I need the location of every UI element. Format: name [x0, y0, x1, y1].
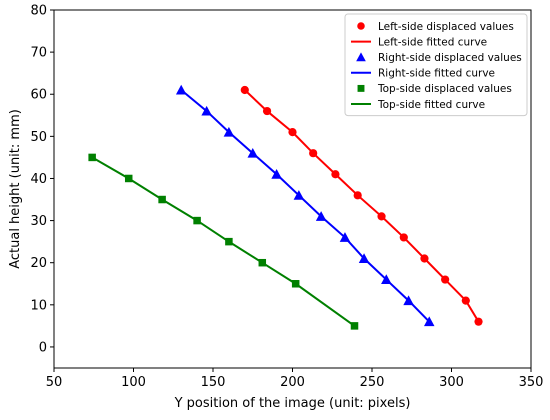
- plot-area: [88, 84, 483, 330]
- data-point: [158, 195, 166, 204]
- x-tick-label: 50: [46, 375, 63, 390]
- legend-item: Top-side displaced values: [357, 83, 512, 95]
- data-point: [271, 169, 282, 179]
- x-axis: 50 100 150 200 250 300 350: [46, 368, 544, 390]
- data-point: [315, 211, 327, 221]
- data-point: [88, 153, 96, 162]
- data-point: [293, 190, 305, 200]
- data-point: [441, 275, 450, 284]
- y-axis: 0 10 20 30 40 50 60 70 80: [30, 4, 54, 355]
- x-tick-label: 150: [201, 375, 226, 390]
- data-point: [358, 253, 370, 263]
- legend-label: Left-side displaced values: [378, 21, 514, 33]
- y-tick-label: 80: [30, 4, 47, 19]
- x-axis-label: Y position of the image (unit: pixels): [174, 396, 411, 411]
- x-tick-label: 200: [280, 375, 305, 390]
- legend-label: Right-side displaced values: [378, 52, 522, 64]
- legend-marker-swatch: [357, 84, 365, 92]
- data-point: [399, 233, 408, 242]
- data-point: [291, 280, 300, 288]
- legend-item: Right-side fitted curve: [351, 68, 495, 80]
- data-point: [353, 191, 362, 200]
- series-line: [180, 89, 430, 323]
- data-point: [474, 317, 483, 326]
- legend-label: Top-side displaced values: [377, 83, 512, 95]
- data-point: [339, 232, 351, 242]
- data-point: [262, 106, 272, 116]
- legend-item: Left-side displaced values: [357, 21, 514, 33]
- data-point: [258, 258, 267, 267]
- x-tick-label: 350: [519, 375, 544, 390]
- series-line: [244, 89, 480, 323]
- data-point: [350, 322, 359, 330]
- data-point: [331, 170, 340, 179]
- legend-label: Left-side fitted curve: [378, 36, 487, 48]
- legend-item: Left-side fitted curve: [351, 36, 487, 48]
- data-point: [193, 216, 201, 225]
- y-tick-label: 0: [39, 340, 47, 355]
- y-tick-label: 70: [30, 46, 47, 61]
- data-point: [377, 212, 386, 221]
- legend-marker-swatch: [357, 22, 365, 30]
- legend-item: Top-side fitted curve: [351, 99, 485, 111]
- legend-item: Right-side displaced values: [356, 52, 522, 64]
- x-tick-label: 250: [360, 375, 385, 390]
- data-point: [420, 254, 429, 263]
- data-point: [309, 149, 318, 158]
- y-tick-label: 50: [30, 130, 47, 145]
- legend: Left-side displaced values Left-side fitt…: [344, 13, 528, 117]
- y-tick-label: 60: [30, 88, 47, 103]
- series-line: [91, 156, 356, 327]
- data-point: [381, 274, 392, 285]
- y-tick-label: 40: [30, 172, 47, 187]
- legend-label: Right-side fitted curve: [378, 68, 495, 80]
- data-point: [240, 85, 249, 95]
- data-point: [223, 126, 235, 137]
- data-point: [403, 295, 414, 306]
- data-point: [247, 147, 258, 158]
- legend-label: Top-side fitted curve: [377, 99, 485, 111]
- y-tick-label: 30: [30, 214, 47, 229]
- x-tick-label: 100: [121, 375, 146, 390]
- y-axis-label: Actual height (unit: mm): [8, 109, 23, 269]
- y-tick-label: 10: [30, 298, 47, 313]
- legend-marker-swatch: [356, 52, 366, 62]
- x-tick-label: 300: [439, 375, 464, 390]
- legend-box: [344, 13, 528, 117]
- data-point: [175, 84, 187, 95]
- data-point: [288, 128, 297, 137]
- data-point: [423, 316, 435, 327]
- y-tick-label: 20: [30, 256, 47, 271]
- data-point: [225, 237, 233, 246]
- data-point: [201, 105, 212, 116]
- data-point: [124, 174, 133, 183]
- data-point: [461, 296, 470, 305]
